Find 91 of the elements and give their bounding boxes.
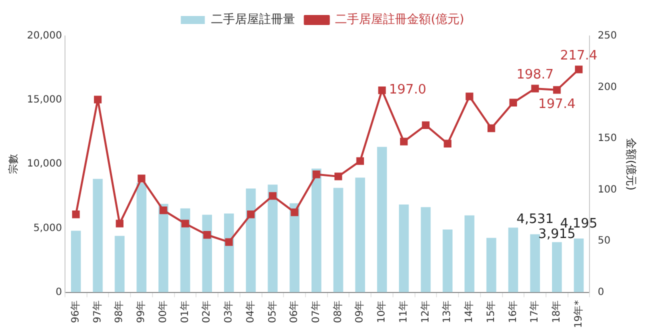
x-tick-label: 09年 xyxy=(354,300,366,324)
x-tick-label: 97年 xyxy=(91,300,104,324)
bar xyxy=(114,236,125,292)
point xyxy=(116,220,124,228)
bar xyxy=(574,238,584,292)
bar xyxy=(180,208,190,292)
x-tick-label: 04年 xyxy=(244,300,256,324)
x-tick-label: 05年 xyxy=(266,300,278,324)
x-tick-label: 02年 xyxy=(200,300,213,324)
x-tick-label: 19年* xyxy=(572,300,584,328)
x-tick-label: 98年 xyxy=(113,300,126,324)
x-tick-label: 08年 xyxy=(332,300,344,324)
point xyxy=(422,121,430,130)
bar xyxy=(464,215,474,292)
bar xyxy=(136,182,146,292)
x-tick-label: 12年 xyxy=(419,300,432,324)
point xyxy=(466,92,474,100)
x-tick-label: 99年 xyxy=(135,300,148,324)
x-tick-label: 17年 xyxy=(528,300,541,324)
bar xyxy=(333,188,344,292)
bar xyxy=(420,207,431,292)
bar xyxy=(71,230,81,292)
data-label: 197.4 xyxy=(538,96,576,112)
bar xyxy=(158,204,168,292)
x-tick-label: 03年 xyxy=(222,300,235,324)
point xyxy=(488,124,496,132)
y2-tick-label: 50 xyxy=(598,236,610,247)
bar xyxy=(290,203,300,292)
point xyxy=(225,238,233,246)
y-tick-label: 20,000 xyxy=(26,30,62,42)
point xyxy=(574,66,583,74)
bar xyxy=(377,146,387,292)
bar xyxy=(355,178,366,292)
x-tick-label: 06年 xyxy=(288,300,300,324)
x-tick-label: 14年 xyxy=(463,300,476,324)
x-tick-label: 13年 xyxy=(441,300,454,324)
bar xyxy=(246,188,256,292)
legend-label: 二手居屋註冊金額(億元) xyxy=(334,12,464,26)
x-tick-label: 96年 xyxy=(70,300,82,324)
bar xyxy=(268,184,278,292)
legend-label: 二手居屋註冊量 xyxy=(210,12,295,26)
y2-axis-title: 金額(億元) xyxy=(624,138,638,190)
point xyxy=(531,84,539,92)
point xyxy=(356,157,364,165)
point xyxy=(553,86,561,94)
y2-tick-label: 150 xyxy=(598,133,617,144)
y-tick-label: 5,000 xyxy=(33,222,62,234)
bar xyxy=(312,168,322,292)
bar xyxy=(398,204,409,292)
x-tick-label: 01年 xyxy=(178,300,191,324)
bar xyxy=(508,228,518,292)
data-label: 197.0 xyxy=(389,82,426,98)
bar xyxy=(552,242,562,292)
x-tick-label: 16年 xyxy=(506,300,519,324)
bar xyxy=(486,238,496,292)
y-tick-label: 10,000 xyxy=(26,158,62,170)
y2-tick-label: 250 xyxy=(598,30,617,42)
point xyxy=(312,170,320,178)
y2-tick-label: 0 xyxy=(598,286,604,298)
x-tick-label: 10年 xyxy=(376,300,388,324)
y-axis-title: 宗數 xyxy=(8,154,20,174)
bar xyxy=(442,229,453,292)
x-tick-label: 00年 xyxy=(156,300,169,324)
x-tick-label: 11年 xyxy=(397,300,410,324)
y-tick-label: 15,000 xyxy=(26,94,62,106)
x-tick-label: 15年 xyxy=(484,300,497,324)
data-label: 217.4 xyxy=(560,48,598,64)
point xyxy=(378,86,386,94)
bar xyxy=(92,178,103,292)
y2-tick-label: 100 xyxy=(598,184,617,196)
point xyxy=(160,206,168,214)
x-tick-label: 07年 xyxy=(310,300,322,324)
point xyxy=(268,192,277,200)
data-label: 4,531 xyxy=(516,212,554,228)
point xyxy=(247,210,255,218)
point xyxy=(138,174,146,182)
point xyxy=(72,210,80,218)
data-label: 198.7 xyxy=(516,67,554,82)
bar xyxy=(530,234,540,292)
y-tick-label: 0 xyxy=(56,286,62,298)
point xyxy=(400,138,408,146)
point xyxy=(94,96,102,104)
point xyxy=(203,231,211,239)
x-tick-label: 18年 xyxy=(550,300,563,324)
point xyxy=(444,140,452,148)
point xyxy=(290,208,298,216)
bar xyxy=(202,214,212,292)
point xyxy=(334,172,342,180)
point xyxy=(509,98,518,106)
point xyxy=(181,220,190,228)
y2-tick-label: 200 xyxy=(598,82,617,93)
